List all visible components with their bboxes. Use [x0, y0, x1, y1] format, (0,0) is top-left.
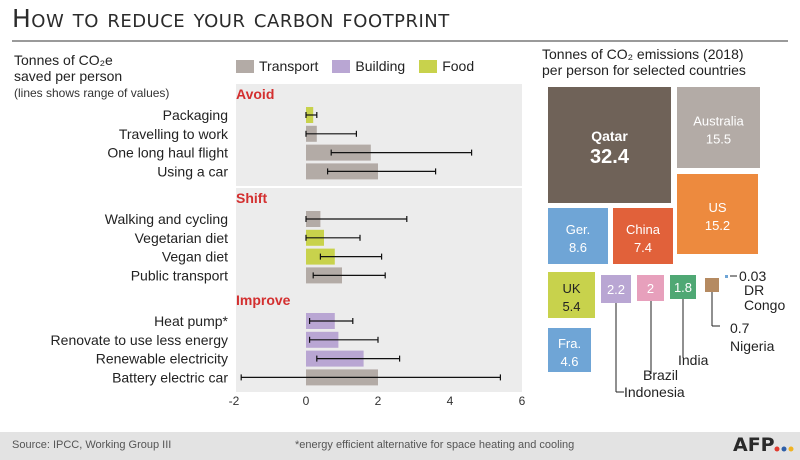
x-tick-label-0: 0: [303, 394, 310, 408]
tile-value-india: 1.8: [674, 280, 692, 295]
row-label-renewable-electricity: Renewable electricity: [96, 351, 228, 367]
treemap-chart: Qatar 32.4 Australia 15.5 US 15.2 Ger. 8.6 China…: [548, 87, 785, 400]
page-title: How to reduce your carbon footprint: [12, 4, 450, 33]
tile-value-us: 15.2: [705, 218, 730, 233]
legend-item-building: Building: [332, 58, 405, 74]
left-chart-subtitle: Tonnes of CO₂e saved per person (lines s…: [14, 52, 169, 101]
legend-swatch-transport: [236, 59, 254, 73]
tile-dr-congo: [725, 275, 728, 278]
legend-swatch-building: [332, 59, 351, 73]
tile-name-us: US: [708, 200, 726, 215]
title-divider: [12, 40, 788, 42]
legend-label-building: Building: [355, 58, 406, 74]
external-label-nigeria: Nigeria: [730, 338, 775, 354]
group-band-shift: [236, 188, 522, 290]
row-label-using-a-car: Using a car: [157, 163, 228, 179]
legend-label-transport: Transport: [259, 58, 319, 74]
x-tick-label-6: 6: [519, 394, 526, 408]
x-tick-label-4: 4: [447, 394, 454, 408]
external-label-indonesia: Indonesia: [624, 384, 685, 400]
group-heading-shift: Shift: [236, 190, 267, 206]
row-label-renovate-to-use-less-energy: Renovate to use less energy: [51, 332, 228, 348]
x-tick-label-neg2: -2: [229, 394, 240, 408]
chart-legend: Transport Building Food: [236, 58, 474, 74]
tile-name-fra: Fra.: [558, 336, 581, 351]
row-label-walking-and-cycling: Walking and cycling: [105, 211, 228, 227]
group-heading-avoid: Avoid: [236, 86, 274, 102]
external-label-nigeria-value: 0.7: [730, 320, 750, 336]
legend-label-food: Food: [442, 58, 475, 74]
tile-brazil: [637, 275, 664, 301]
tile-china: [613, 208, 673, 264]
tile-value-ger: 8.6: [569, 240, 587, 255]
tile-name-china: China: [626, 222, 661, 237]
row-label-public-transport: Public transport: [131, 267, 228, 283]
external-label-india: India: [678, 352, 709, 368]
legend-item-transport: Transport: [236, 58, 318, 74]
tile-ger: [548, 208, 608, 264]
bar-chart: Avoid Packaging Travelling to work One long…: [51, 84, 526, 408]
footer-bar: Source: IPCC, Working Group III *energy …: [0, 432, 800, 460]
subtitle-line-1: Tonnes of CO₂e: [14, 52, 113, 68]
tile-name-australia: Australia: [693, 114, 744, 129]
row-label-one-long-haul-flight: One long haul flight: [107, 145, 228, 161]
tile-name-uk: UK: [562, 281, 580, 296]
row-label-vegan-diet: Vegan diet: [162, 249, 228, 265]
tile-australia: [677, 87, 760, 168]
treemap-subtitle-line-2: per person for selected countries: [542, 62, 746, 78]
subtitle-line-3: (lines shows range of values): [14, 86, 170, 100]
tile-name-qatar: Qatar: [591, 128, 628, 144]
row-label-heat-pump: Heat pump*: [154, 313, 228, 329]
x-tick-label-2: 2: [375, 394, 382, 408]
tile-us: [677, 174, 758, 254]
afp-logo: AFP: [733, 434, 775, 456]
group-band-avoid: [236, 84, 522, 186]
row-label-packaging: Packaging: [163, 107, 228, 123]
tile-qatar: [548, 87, 671, 203]
external-label-brazil: Brazil: [643, 367, 678, 383]
row-label-travelling-to-work: Travelling to work: [119, 126, 229, 142]
right-chart-subtitle: Tonnes of CO₂ emissions (2018) per perso…: [542, 46, 746, 78]
external-label-drcongo-line1: DR: [744, 282, 764, 298]
row-label-vegetarian-diet: Vegetarian diet: [135, 230, 229, 246]
row-label-battery-electric-car: Battery electric car: [112, 369, 228, 385]
logo-dots-icon: [774, 446, 794, 452]
tile-nigeria: [705, 278, 719, 292]
legend-item-food: Food: [419, 58, 474, 74]
tile-value-brazil: 2: [647, 281, 654, 296]
tile-value-indonesia: 2.2: [607, 282, 625, 297]
tile-value-qatar: 32.4: [590, 146, 630, 168]
group-band-improve: [236, 290, 522, 392]
external-label-drcongo-line2: Congo: [744, 297, 785, 313]
tile-uk: [548, 272, 595, 318]
tile-value-fra: 4.6: [560, 354, 578, 369]
legend-swatch-food: [419, 59, 438, 73]
tile-indonesia: [601, 275, 631, 303]
tile-fra: [548, 328, 591, 372]
tile-india: [670, 275, 696, 299]
tile-name-ger: Ger.: [566, 222, 591, 237]
footnote-text: *energy efficient alternative for space …: [295, 439, 575, 451]
subtitle-line-2: saved per person: [14, 68, 123, 84]
tile-value-uk: 5.4: [562, 299, 580, 314]
tile-value-china: 7.4: [634, 240, 652, 255]
group-heading-improve: Improve: [236, 292, 291, 308]
treemap-subtitle-line-1: Tonnes of CO₂ emissions (2018): [542, 46, 744, 62]
tile-value-australia: 15.5: [706, 132, 731, 147]
external-label-drcongo-value: 0.03: [739, 268, 766, 284]
source-text: Source: IPCC, Working Group III: [12, 439, 172, 451]
